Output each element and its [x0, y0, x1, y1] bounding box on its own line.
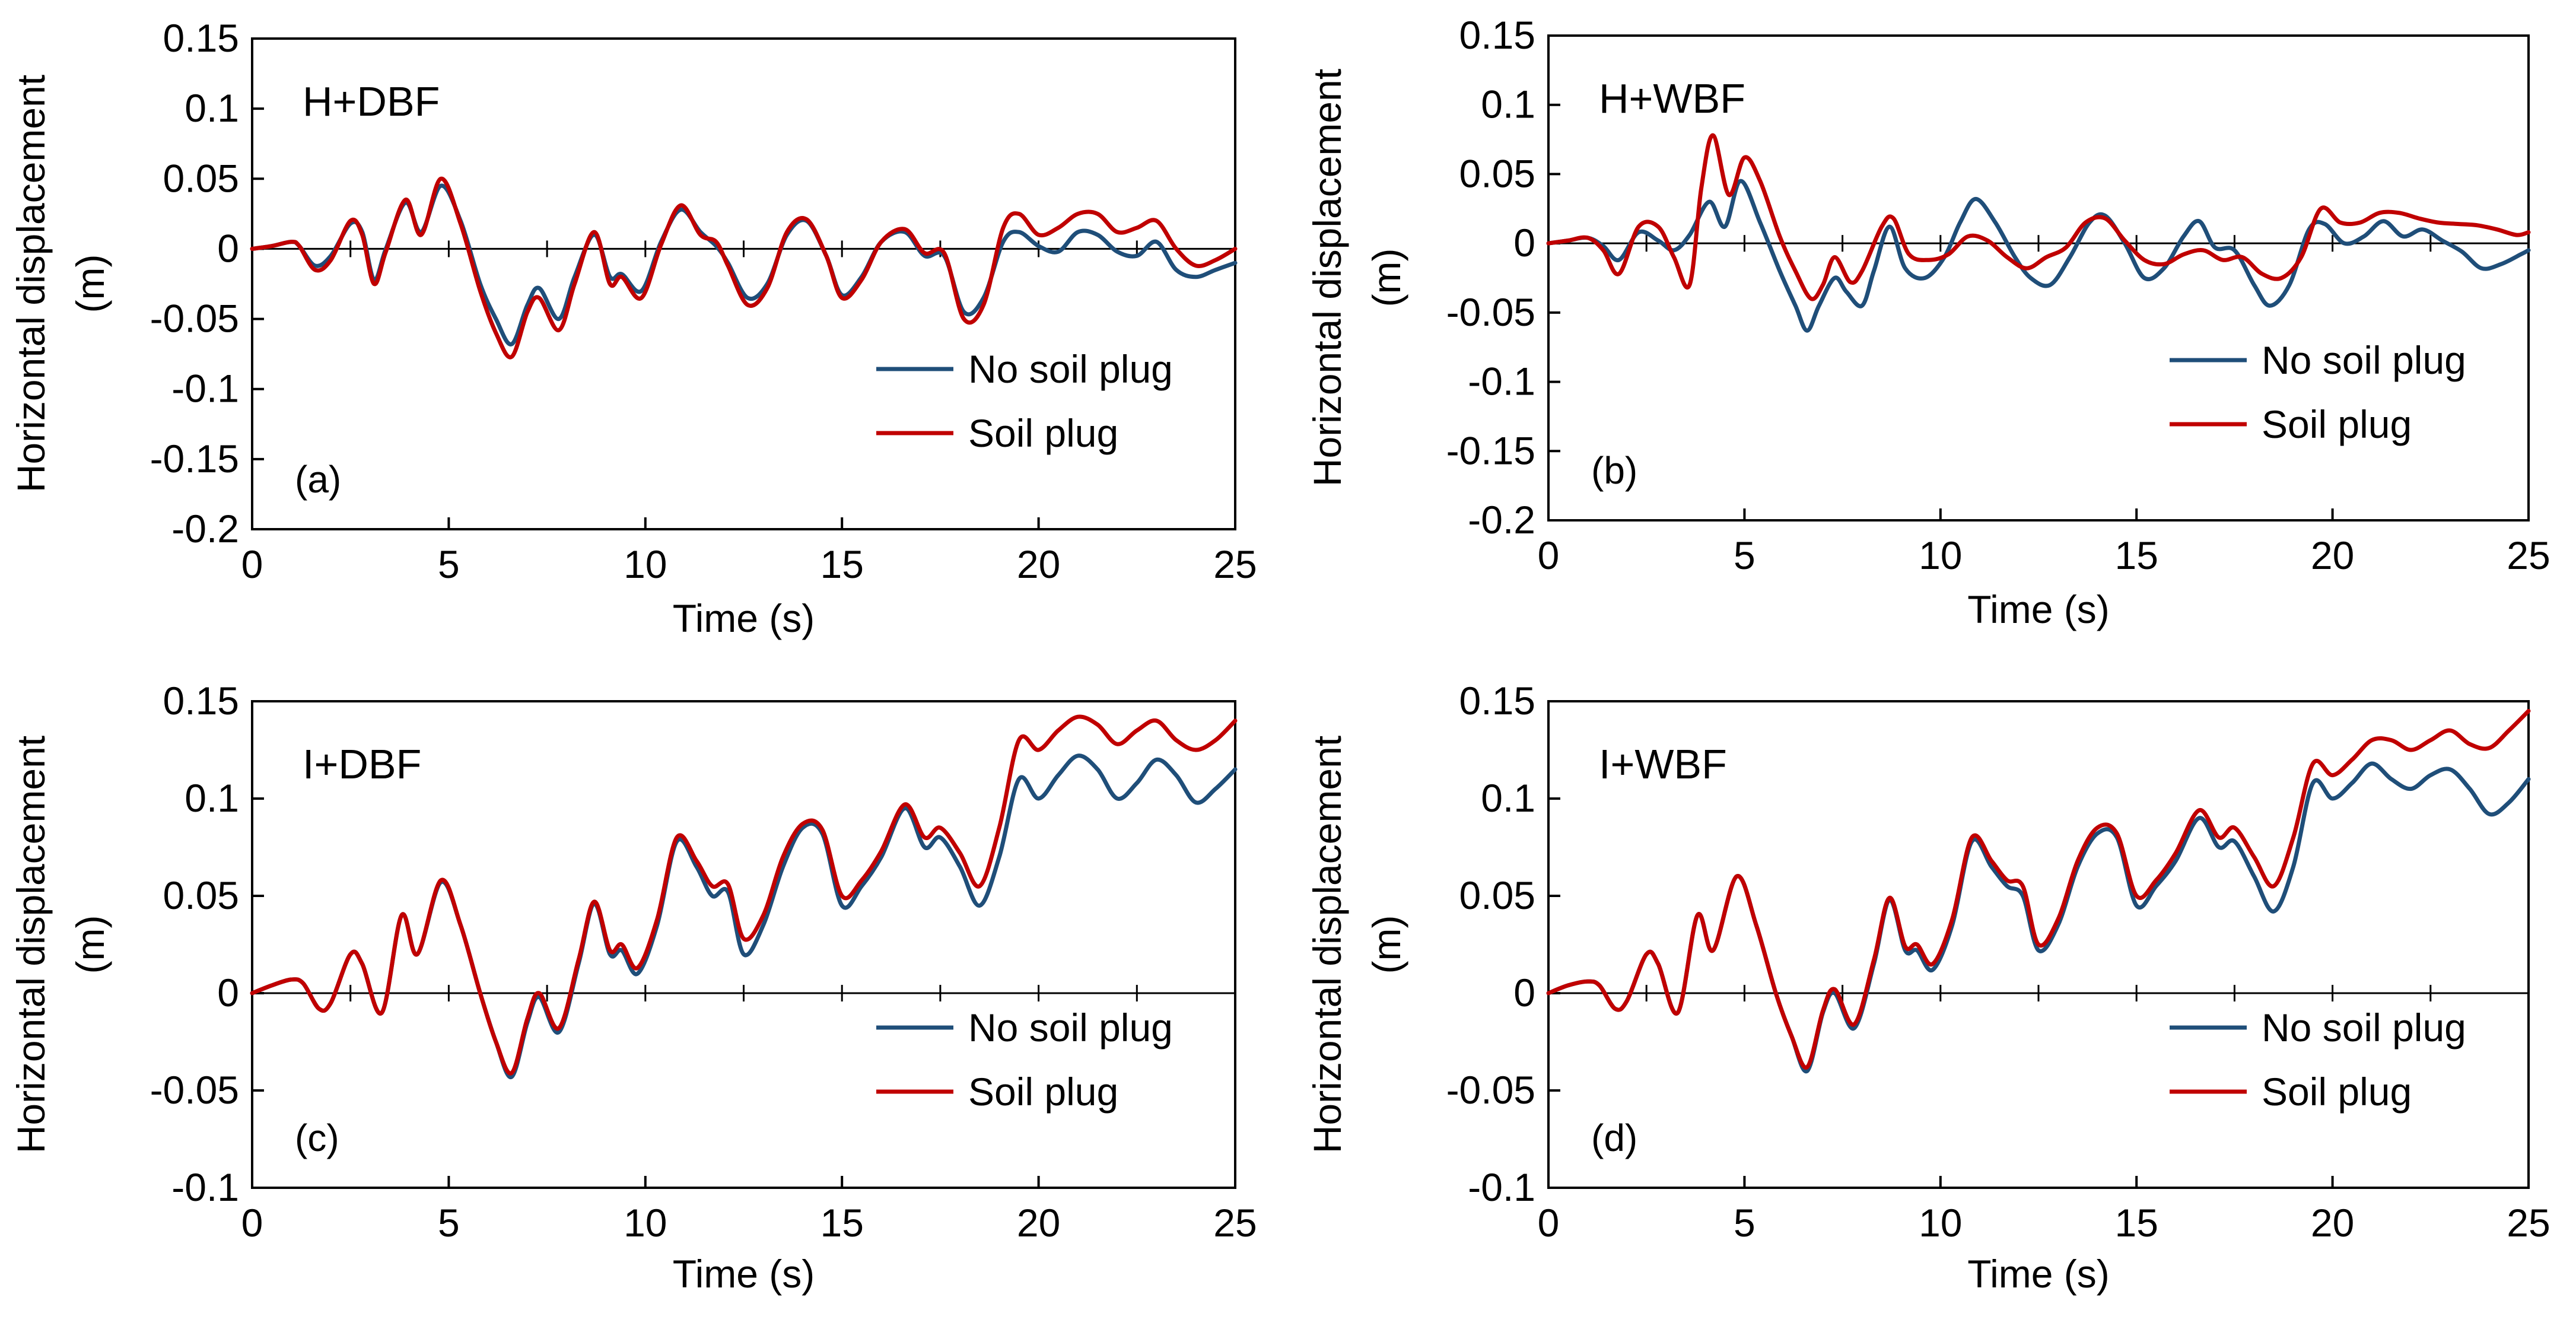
y-axis-title: Horizontal displacement (m) [9, 75, 112, 492]
y-tick-label: 0.15 [1459, 13, 1535, 57]
y-axis-title-line: Horizontal displacement [1305, 69, 1349, 486]
x-tick-label: 5 [1734, 533, 1756, 577]
y-axis-title-line: Horizontal displacement [1305, 736, 1349, 1153]
y-tick-label: -0.15 [1446, 428, 1535, 472]
y-tick-label: -0.05 [1446, 290, 1535, 334]
panel-label: (d) [1591, 1117, 1637, 1159]
series-line [250, 176, 1238, 360]
y-tick-label: 0.05 [1459, 151, 1535, 195]
legend-entry: No soil plug [2262, 1006, 2466, 1050]
plot-frame [251, 700, 1236, 1189]
series-line [1546, 179, 2531, 333]
x-tick-label: 25 [2507, 533, 2550, 577]
x-tick-label: 5 [438, 1201, 460, 1245]
x-tick-label: 5 [1734, 1201, 1756, 1245]
series-line [250, 714, 1238, 1076]
x-tick-label: 20 [1017, 542, 1060, 586]
panel-label: (c) [295, 1117, 339, 1159]
y-tick-label: -0.1 [1468, 360, 1535, 403]
plot-frame [1547, 34, 2530, 522]
panel-label: (a) [295, 458, 341, 501]
series-line [1546, 133, 2531, 301]
x-tick-label: 25 [1213, 542, 1257, 586]
y-tick-label: 0.05 [1459, 873, 1535, 917]
x-tick-label: 20 [2311, 1201, 2354, 1245]
y-axis-title-line: Horizontal displacement [9, 75, 53, 492]
chart-panel: -0.1 -0.05 0 0.05 0.1 0.15 0 5 10 15 20 25 I+DBF (c) N… [9, 679, 1257, 1296]
x-tick-label: 25 [2507, 1201, 2550, 1245]
x-tick-label: 15 [2114, 533, 2158, 577]
x-axis-title: Time (s) [1967, 1252, 2110, 1296]
series-line [1546, 708, 2531, 1070]
x-tick-label: 0 [1538, 533, 1560, 577]
y-tick-label: -0.1 [171, 1165, 239, 1209]
y-axis-title: Horizontal displacement (m) [9, 736, 112, 1153]
x-tick-label: 5 [438, 542, 460, 586]
x-tick-label: 10 [624, 542, 667, 586]
y-axis-title: Horizontal displacement (m) [1305, 69, 1408, 486]
legend-entry: Soil plug [968, 1070, 1118, 1114]
y-tick-label: 0.15 [1459, 679, 1535, 723]
x-tick-label: 0 [241, 542, 263, 586]
y-axis-title: Horizontal displacement (m) [1305, 736, 1408, 1153]
y-tick-label: 0.1 [185, 776, 239, 820]
x-tick-label: 20 [1017, 1201, 1060, 1245]
y-tick-label: 0.15 [163, 679, 239, 723]
x-tick-label: 15 [2114, 1201, 2158, 1245]
x-tick-label: 20 [2311, 533, 2354, 577]
y-tick-label: 0.1 [1481, 776, 1535, 820]
y-tick-label: 0.1 [1481, 82, 1535, 126]
y-tick-label: -0.1 [171, 367, 239, 411]
x-tick-label: 15 [820, 542, 863, 586]
chart-panel: -0.2 -0.15 -0.1 -0.05 0 0.05 0.1 0.15 0 5 10 15 20 25… [9, 16, 1257, 640]
plot-frame [1547, 700, 2530, 1189]
x-tick-label: 0 [1538, 1201, 1560, 1245]
x-axis-title: Time (s) [1967, 587, 2110, 631]
plot-frame [251, 37, 1236, 530]
y-tick-label: 0 [217, 226, 239, 270]
y-tick-label: 0 [1513, 221, 1535, 265]
y-tick-label: -0.05 [1446, 1068, 1535, 1112]
y-tick-label: -0.15 [150, 437, 239, 481]
panel-title: I+DBF [303, 741, 421, 787]
y-tick-label: 0.1 [185, 86, 239, 130]
y-axis-title-line: (m) [1365, 249, 1408, 307]
legend-entry: Soil plug [2262, 1070, 2412, 1114]
x-tick-label: 10 [1919, 1201, 1962, 1245]
y-axis-title-line: (m) [68, 915, 112, 974]
legend-entry: Soil plug [968, 411, 1118, 455]
legend-entry: No soil plug [2262, 338, 2466, 382]
chart-panel: -0.2 -0.15 -0.1 -0.05 0 0.05 0.1 0.15 0 5 10 15 20 25… [1305, 13, 2550, 631]
x-tick-label: 15 [820, 1201, 863, 1245]
chart-panel: -0.1 -0.05 0 0.05 0.1 0.15 0 5 10 15 20 25 I+WBF (d) N… [1305, 679, 2550, 1296]
y-axis-title-line: Horizontal displacement [9, 736, 53, 1153]
x-tick-label: 10 [1919, 533, 1962, 577]
legend-entry: No soil plug [968, 347, 1173, 391]
legend-entry: Soil plug [2262, 402, 2412, 446]
y-tick-label: 0.05 [163, 873, 239, 917]
y-tick-label: 0 [217, 971, 239, 1015]
y-axis-title-line: (m) [68, 255, 112, 313]
y-tick-label: 0 [1513, 971, 1535, 1015]
y-axis-title-line: (m) [1365, 915, 1408, 974]
y-tick-label: -0.05 [150, 1068, 239, 1112]
legend-entry: No soil plug [968, 1006, 1173, 1050]
x-axis-title: Time (s) [673, 596, 815, 640]
x-tick-label: 25 [1213, 1201, 1257, 1245]
y-tick-label: -0.1 [1468, 1165, 1535, 1209]
y-tick-label: -0.2 [171, 507, 239, 551]
x-tick-label: 0 [241, 1201, 263, 1245]
y-tick-label: -0.2 [1468, 498, 1535, 542]
y-tick-label: -0.05 [150, 297, 239, 341]
x-axis-title: Time (s) [673, 1252, 815, 1296]
x-tick-label: 10 [624, 1201, 667, 1245]
panel-title: H+DBF [303, 78, 440, 125]
panel-title: H+WBF [1599, 75, 1745, 122]
y-tick-label: 0.05 [163, 156, 239, 200]
y-tick-label: 0.15 [163, 16, 239, 60]
panel-title: I+WBF [1599, 741, 1727, 787]
panel-label: (b) [1591, 449, 1637, 492]
